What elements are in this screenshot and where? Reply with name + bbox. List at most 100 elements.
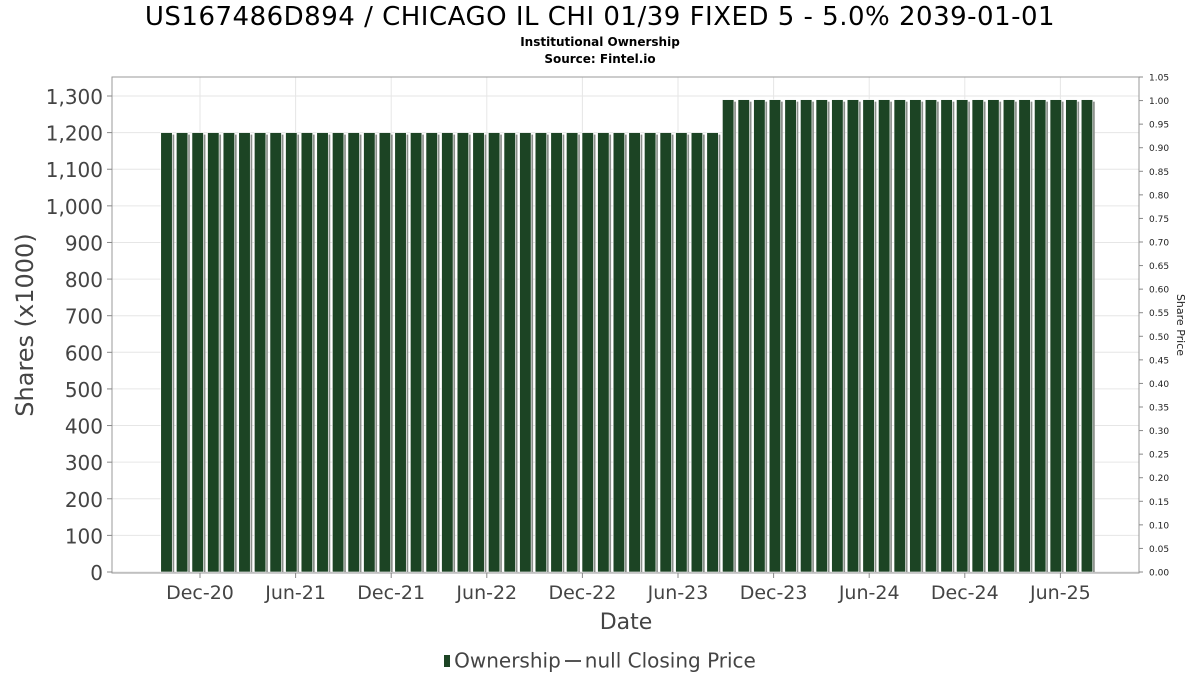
y2-tick-label: 0.05 [1149,545,1169,555]
y-tick-label: 500 [65,378,103,402]
y-tick-label: 1,100 [46,158,103,182]
ownership-bar [503,132,516,573]
y-tick-label: 800 [65,268,103,292]
x-tick-label: Jun-23 [647,582,709,604]
x-tick-label: Jun-22 [455,582,517,604]
ownership-bar [659,132,672,573]
y-tick-label: 600 [65,341,103,365]
y2-tick-label: 0.15 [1149,498,1169,508]
ownership-bar [878,99,891,573]
y-tick-label: 200 [65,488,103,512]
ownership-bar [1034,99,1047,573]
ownership-bar [222,132,235,573]
x-tick-label: Jun-21 [264,582,326,604]
y-tick-label: 1,300 [46,85,103,109]
ownership-bar [472,132,485,573]
ownership-bar [612,132,625,573]
ownership-bar [534,132,547,573]
y2-tick-label: 0.85 [1149,168,1169,178]
chart-legend: Ownership null Closing Price [0,647,1200,673]
y2-tick-label: 0.90 [1149,144,1169,154]
ownership-bar [332,132,345,573]
ownership-bar [581,132,594,573]
ownership-bar [893,99,906,573]
ownership-bar [831,99,844,573]
y-tick-label: 300 [65,451,103,475]
ownership-bar [971,99,984,573]
ownership-bar [1049,99,1062,573]
ownership-bar [987,99,1000,573]
y2-tick-label: 0.35 [1149,404,1169,414]
ownership-bars [160,99,1095,573]
ownership-bar [316,132,329,573]
y-tick-label: 700 [65,305,103,329]
y2-tick-label: 1.05 [1149,74,1169,84]
x-tick-label: Dec-23 [740,582,808,604]
y2-axis-label: Share Price [1174,294,1187,356]
ownership-bar [722,99,735,573]
ownership-bar [768,99,782,573]
right-axis: 0.00 0.05 0.10 0.15 0.20 0.25 0.30 0.35 0.40 0.45… [1139,74,1169,579]
ownership-bar [675,132,688,573]
y2-tick-label: 0.60 [1149,286,1169,296]
ownership-bar [456,132,469,573]
x-axis-label: Date [600,610,653,635]
y-tick-label: 900 [65,231,103,255]
ownership-bar [846,99,860,573]
y-tick-label: 1,200 [46,122,103,146]
x-tick-label: Dec-20 [166,582,234,604]
chart-subtitle: Institutional Ownership [520,35,680,49]
y2-tick-label: 0.95 [1149,121,1169,131]
ownership-bar [238,132,251,573]
ownership-bar [784,99,797,573]
y-axis-label: Shares (x1000) [11,233,39,416]
y2-tick-label: 1.00 [1149,97,1169,107]
ownership-chart: 0 100 200 300 400 500 600 700 800 900 1,000 1,100 1,… [11,74,1187,636]
ownership-bar [628,132,641,573]
ownership-bar [706,132,719,573]
ownership-bar [410,132,423,573]
y-tick-label: 1,000 [46,195,103,219]
ownership-bar [176,132,189,573]
ownership-bar [160,132,173,573]
y2-tick-label: 0.70 [1149,239,1169,249]
y2-tick-label: 0.75 [1149,215,1169,225]
ownership-bar [815,99,828,573]
y-tick-label: 0 [90,561,103,585]
ownership-bar [378,132,391,573]
closing-price-swatch-icon [564,659,581,662]
ownership-bar [285,132,298,573]
chart-title: US167486D894 / CHICAGO IL CHI 01/39 FIXE… [144,2,1056,32]
y2-tick-label: 0.55 [1149,309,1169,319]
ownership-bar [1080,99,1094,573]
ownership-bar [269,132,282,573]
ownership-bar [191,132,204,573]
ownership-bar [425,132,438,573]
ownership-bar [363,132,376,573]
ownership-bar [1018,99,1031,573]
y2-tick-label: 0.45 [1149,356,1169,366]
legend-item-closing-price: null Closing Price [584,648,756,673]
ownership-bar [940,99,953,573]
ownership-bar [566,132,579,573]
x-tick-label: Dec-21 [357,582,425,604]
ownership-bar [1002,99,1016,573]
y-tick-label: 400 [65,415,103,439]
y2-tick-label: 0.30 [1149,427,1169,437]
ownership-bar [441,132,454,573]
ownership-bar [519,132,532,573]
y2-tick-label: 0.50 [1149,333,1169,343]
chart-source: Source: Fintel.io [544,52,656,66]
ownership-bar [690,132,704,573]
ownership-bar [800,99,813,573]
y2-tick-label: 0.00 [1149,569,1169,579]
ownership-bar [300,132,313,573]
x-tick-label: Jun-24 [838,582,900,604]
y2-tick-label: 0.65 [1149,262,1169,272]
ownership-bar [862,99,875,573]
ownership-bar [597,132,610,573]
x-tick-label: Dec-22 [548,582,616,604]
ownership-bar [550,132,563,573]
ownership-bar [956,99,969,573]
ownership-bar [924,99,938,573]
